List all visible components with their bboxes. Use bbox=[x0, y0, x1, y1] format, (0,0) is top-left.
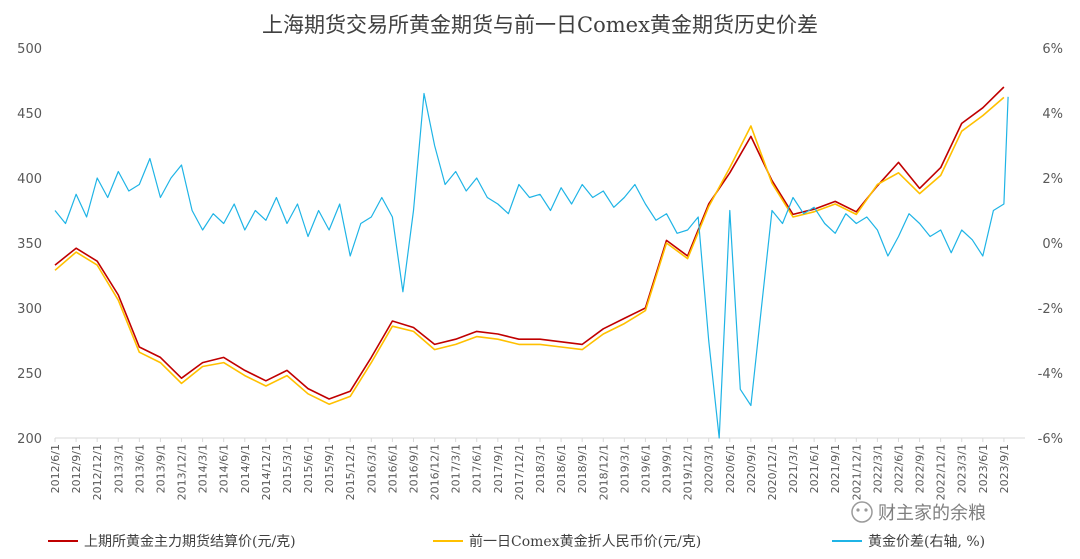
x-tick-label: 2023/6/1 bbox=[977, 444, 990, 493]
x-tick-label: 2018/3/1 bbox=[534, 444, 547, 493]
x-tick-label: 2015/9/1 bbox=[323, 444, 336, 493]
x-tick-label: 2017/9/1 bbox=[492, 444, 505, 493]
x-tick-label: 2013/3/1 bbox=[112, 444, 125, 493]
x-tick-label: 2016/3/1 bbox=[365, 444, 378, 493]
right-tick-label: 6% bbox=[1042, 42, 1063, 57]
left-tick-label: 250 bbox=[17, 367, 42, 382]
series-line-0 bbox=[54, 86, 1005, 400]
left-tick-label: 300 bbox=[17, 302, 42, 317]
x-axis: 2012/6/1 2012/9/1 2012/12/1 2013/3/1 2013/6/… bbox=[49, 438, 1011, 500]
left-axis: 200 250 300 350 400 450 500 bbox=[17, 42, 42, 447]
x-tick-label: 2012/9/1 bbox=[70, 444, 83, 493]
x-tick-label: 2020/12/1 bbox=[766, 444, 779, 500]
x-tick-label: 2013/9/1 bbox=[154, 444, 167, 493]
x-tick-label: 2020/9/1 bbox=[745, 444, 758, 493]
left-tick-label: 500 bbox=[17, 42, 42, 57]
x-tick-label: 2021/3/1 bbox=[787, 444, 800, 493]
x-tick-label: 2019/12/1 bbox=[682, 444, 695, 500]
left-tick-label: 450 bbox=[17, 107, 42, 122]
legend: 上期所黄金主力期货结算价(元/克) 前一日Comex黄金折人民币价(元/克) 黄… bbox=[48, 533, 985, 550]
x-tick-label: 2021/12/1 bbox=[850, 444, 863, 500]
x-tick-label: 2022/6/1 bbox=[892, 444, 905, 493]
right-axis: -6% -4% -2% 0% 2% 4% 6% bbox=[1038, 42, 1063, 447]
right-tick-label: -2% bbox=[1038, 302, 1063, 317]
wechat-icon bbox=[851, 501, 873, 523]
x-tick-label: 2012/6/1 bbox=[49, 444, 62, 493]
x-tick-label: 2014/3/1 bbox=[197, 444, 210, 493]
x-tick-label: 2015/12/1 bbox=[344, 444, 357, 500]
right-tick-label: 4% bbox=[1042, 107, 1063, 122]
left-tick-label: 200 bbox=[17, 432, 42, 447]
x-tick-label: 2021/6/1 bbox=[808, 444, 821, 493]
x-tick-label: 2014/6/1 bbox=[218, 444, 231, 493]
series-layer bbox=[54, 86, 1009, 439]
x-tick-label: 2015/3/1 bbox=[281, 444, 294, 493]
wechat-icon-dot-left bbox=[856, 508, 860, 512]
legend-label-shfe: 上期所黄金主力期货结算价(元/克) bbox=[84, 533, 296, 550]
watermark-text: 财主家的余粮 bbox=[878, 503, 986, 524]
x-tick-label: 2021/9/1 bbox=[829, 444, 842, 493]
series-line-2 bbox=[54, 92, 1009, 439]
x-tick-label: 2018/6/1 bbox=[555, 444, 568, 493]
chart-title: 上海期货交易所黄金期货与前一日Comex黄金期货历史价差 bbox=[262, 13, 818, 37]
x-tick-label: 2015/6/1 bbox=[302, 444, 315, 493]
x-tick-label: 2023/9/1 bbox=[998, 444, 1011, 493]
x-tick-label: 2013/12/1 bbox=[176, 444, 189, 500]
legend-label-comex: 前一日Comex黄金折人民币价(元/克) bbox=[469, 533, 701, 550]
x-tick-label: 2018/9/1 bbox=[576, 444, 589, 493]
x-tick-label: 2014/9/1 bbox=[239, 444, 252, 493]
x-tick-label: 2022/3/1 bbox=[871, 444, 884, 493]
x-tick-label: 2022/9/1 bbox=[914, 444, 927, 493]
x-tick-label: 2020/6/1 bbox=[724, 444, 737, 493]
series-line-1 bbox=[54, 96, 1005, 405]
legend-label-spread: 黄金价差(右轴, %) bbox=[868, 533, 985, 550]
x-tick-label: 2016/12/1 bbox=[429, 444, 442, 500]
right-tick-label: 2% bbox=[1042, 172, 1063, 187]
x-tick-label: 2016/9/1 bbox=[407, 444, 420, 493]
x-tick-label: 2023/3/1 bbox=[956, 444, 969, 493]
x-tick-label: 2019/9/1 bbox=[661, 444, 674, 493]
x-tick-label: 2018/12/1 bbox=[597, 444, 610, 500]
x-tick-label: 2016/6/1 bbox=[386, 444, 399, 493]
left-tick-label: 350 bbox=[17, 237, 42, 252]
x-tick-label: 2014/12/1 bbox=[260, 444, 273, 500]
x-tick-label: 2019/3/1 bbox=[618, 444, 631, 493]
x-tick-label: 2013/6/1 bbox=[133, 444, 146, 493]
x-tick-label: 2022/12/1 bbox=[935, 444, 948, 500]
left-tick-label: 400 bbox=[17, 172, 42, 187]
watermark: 财主家的余粮 bbox=[851, 501, 986, 524]
right-tick-label: -6% bbox=[1038, 432, 1063, 447]
wechat-icon-dot-right bbox=[864, 508, 868, 512]
x-tick-label: 2019/6/1 bbox=[639, 444, 652, 493]
x-tick-label: 2020/3/1 bbox=[703, 444, 716, 493]
right-tick-label: 0% bbox=[1042, 237, 1063, 252]
x-tick-label: 2012/12/1 bbox=[91, 444, 104, 500]
right-tick-label: -4% bbox=[1038, 367, 1063, 382]
x-tick-label: 2017/6/1 bbox=[471, 444, 484, 493]
x-tick-label: 2017/3/1 bbox=[450, 444, 463, 493]
x-tick-label: 2017/12/1 bbox=[513, 444, 526, 500]
